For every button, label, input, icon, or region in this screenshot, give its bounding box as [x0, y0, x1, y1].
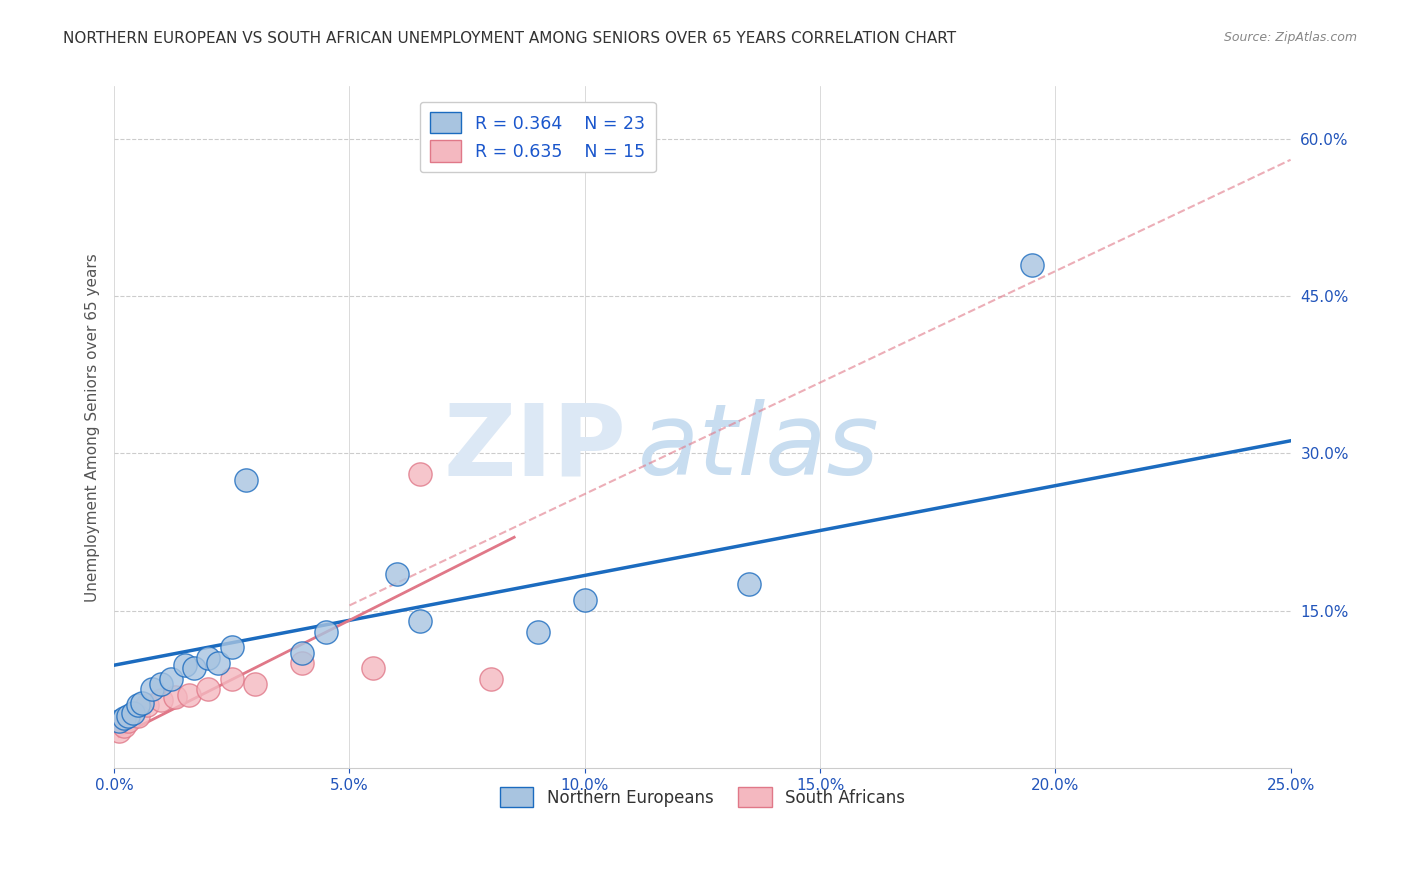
Point — [108, 724, 131, 739]
Point — [221, 640, 243, 655]
Point — [738, 577, 761, 591]
Point — [385, 566, 408, 581]
Point — [291, 646, 314, 660]
Point — [122, 706, 145, 721]
Text: NORTHERN EUROPEAN VS SOUTH AFRICAN UNEMPLOYMENT AMONG SENIORS OVER 65 YEARS CORR: NORTHERN EUROPEAN VS SOUTH AFRICAN UNEMP… — [63, 31, 956, 46]
Point — [361, 661, 384, 675]
Point — [315, 624, 337, 639]
Point — [197, 650, 219, 665]
Point — [127, 698, 149, 712]
Point — [526, 624, 548, 639]
Text: ZIP: ZIP — [443, 399, 626, 496]
Point — [117, 708, 139, 723]
Point — [291, 656, 314, 670]
Point — [112, 719, 135, 733]
Point — [131, 696, 153, 710]
Point — [179, 688, 201, 702]
Point — [150, 693, 173, 707]
Text: atlas: atlas — [638, 399, 879, 496]
Point — [183, 661, 205, 675]
Point — [221, 672, 243, 686]
Point — [409, 467, 432, 482]
Text: Source: ZipAtlas.com: Source: ZipAtlas.com — [1223, 31, 1357, 45]
Point — [1021, 258, 1043, 272]
Point — [159, 672, 181, 686]
Point — [197, 682, 219, 697]
Point — [112, 710, 135, 724]
Y-axis label: Unemployment Among Seniors over 65 years: Unemployment Among Seniors over 65 years — [86, 252, 100, 601]
Point — [173, 658, 195, 673]
Point — [127, 708, 149, 723]
Point — [136, 698, 159, 712]
Point — [235, 473, 257, 487]
Point — [479, 672, 502, 686]
Point — [409, 614, 432, 628]
Point — [141, 682, 163, 697]
Point — [150, 677, 173, 691]
Point — [108, 714, 131, 728]
Point — [165, 690, 187, 704]
Point — [574, 593, 596, 607]
Point — [207, 656, 229, 670]
Point — [245, 677, 267, 691]
Point — [117, 714, 139, 728]
Legend: Northern Europeans, South Africans: Northern Europeans, South Africans — [494, 780, 911, 814]
